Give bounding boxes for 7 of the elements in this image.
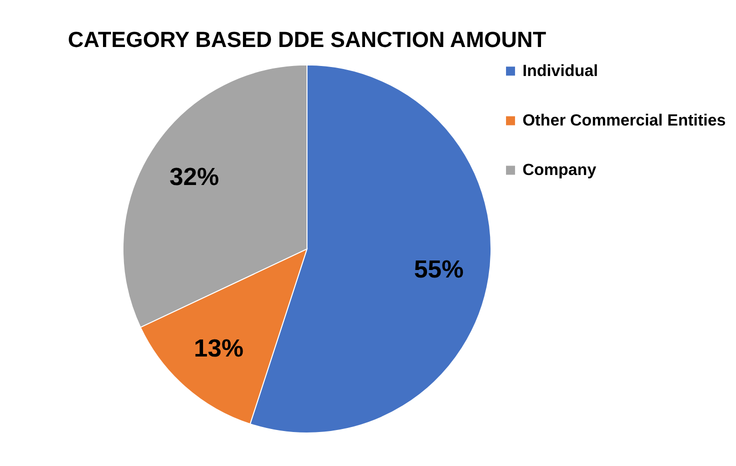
legend-label: Company [522,161,596,180]
data-label: 13% [194,336,244,363]
legend-label: Other Commercial Entities [522,111,726,130]
data-label: 32% [170,164,220,192]
data-label: 55% [414,256,464,284]
legend-label: Individual [522,62,598,80]
chart-title: CATEGORY BASED DDE SANCTION AMOUNT [68,26,547,52]
